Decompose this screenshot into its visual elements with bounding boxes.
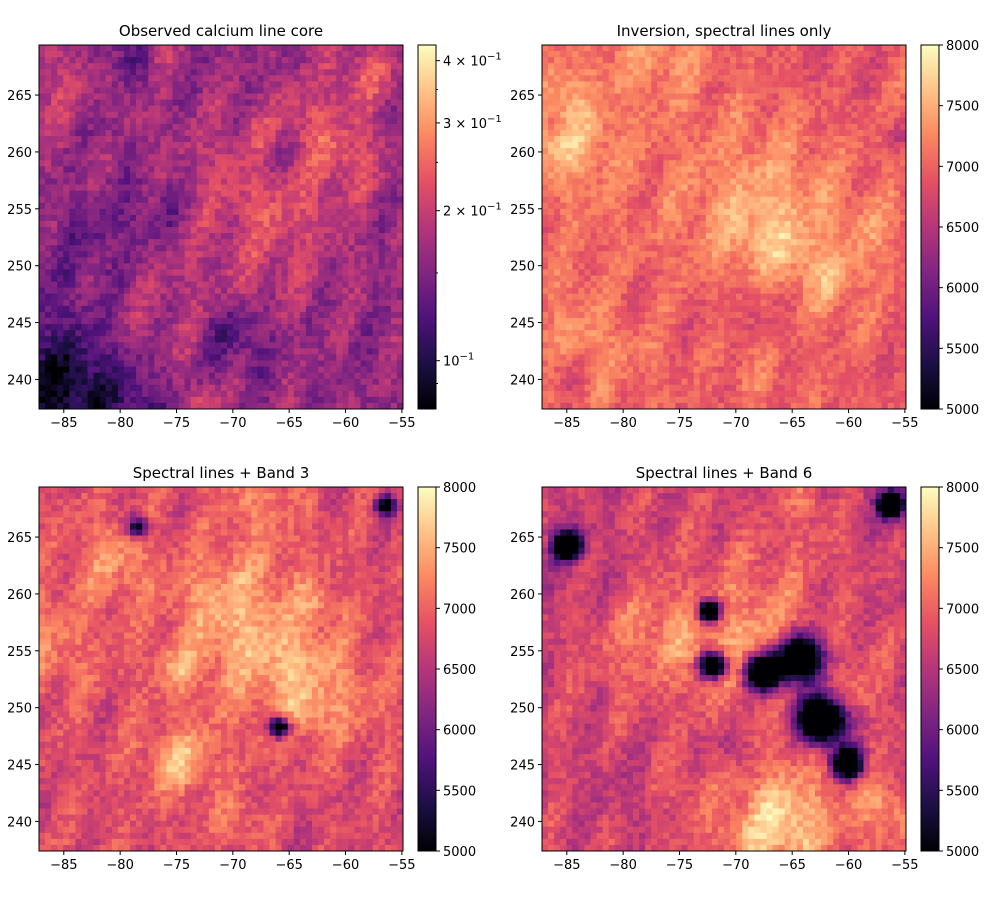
colorbar-tick-label: 8000: [946, 481, 979, 496]
x-tick-label: −75: [163, 416, 190, 431]
panel-2: Inversion, spectral lines only −85 −80 −75 −…: [510, 22, 979, 431]
panel-title: Spectral lines + Band 6: [636, 464, 813, 482]
colorbar-tick-label: 7500: [443, 542, 476, 557]
colorbar-tick-label: 8000: [946, 39, 979, 54]
heatmap-image: [542, 487, 906, 851]
x-tick-label: −85: [553, 858, 580, 873]
colorbar-tick-label: 7000: [443, 602, 476, 617]
x-tick-label: −60: [835, 858, 862, 873]
y-tick-label: 245: [510, 759, 535, 774]
colorbar-tick-label: 10−1: [443, 352, 474, 370]
x-tick-label: −65: [275, 858, 302, 873]
y-tick-label: 245: [510, 317, 535, 332]
heatmap-image: [39, 487, 403, 851]
colorbar-tick-label: 5500: [946, 342, 979, 357]
x-tick-label: −60: [332, 416, 359, 431]
y-tick-label: 240: [7, 373, 32, 388]
panel-3: Spectral lines + Band 3 −85 −80 −75 −70 −65 −6…: [7, 464, 476, 873]
x-tick-label: −85: [553, 416, 580, 431]
y-tick-label: 255: [510, 645, 535, 660]
y-tick-label: 250: [510, 702, 535, 717]
panel-4: Spectral lines + Band 6 −85 −80 −75 −70 −65 −6…: [510, 464, 979, 873]
x-tick-label: −60: [332, 858, 359, 873]
x-tick-label: −70: [219, 416, 246, 431]
colorbar-tick-label: 6000: [443, 724, 476, 739]
panel-title: Spectral lines + Band 3: [133, 464, 310, 482]
panel-title: Inversion, spectral lines only: [617, 22, 832, 40]
x-tick-label: −70: [722, 858, 749, 873]
x-tick-label: −70: [722, 416, 749, 431]
y-tick-label: 255: [510, 203, 535, 218]
y-tick-label: 260: [7, 588, 32, 603]
colorbar: [418, 45, 436, 409]
colorbar-tick-label: 7500: [946, 100, 979, 115]
colorbar: [418, 487, 436, 851]
panel-1: Observed calcium line core −85 −80 −75 −70 −6…: [7, 22, 502, 431]
y-tick-label: 250: [510, 260, 535, 275]
x-tick-label: −65: [778, 416, 805, 431]
y-tick-label: 260: [510, 588, 535, 603]
y-tick-label: 265: [510, 89, 535, 104]
colorbar-tick-label: 7000: [946, 160, 979, 175]
x-tick-label: −55: [388, 416, 415, 431]
x-tick-label: −75: [163, 858, 190, 873]
colorbar-tick-label: 5500: [443, 784, 476, 799]
colorbar-tick-label: 5000: [443, 845, 476, 860]
y-tick-label: 240: [510, 815, 535, 830]
x-tick-label: −85: [50, 858, 77, 873]
y-tick-label: 265: [510, 531, 535, 546]
x-tick-label: −75: [666, 416, 693, 431]
x-tick-label: −80: [106, 858, 133, 873]
panel-title: Observed calcium line core: [119, 22, 323, 40]
colorbar-tick-label: 6000: [946, 724, 979, 739]
colorbar-tick-label: 2 × 10−1: [443, 202, 502, 220]
x-tick-label: −55: [891, 416, 918, 431]
heatmap-image: [39, 45, 403, 409]
y-tick-label: 245: [7, 317, 32, 332]
x-tick-label: −55: [891, 858, 918, 873]
colorbar-tick-label: 6500: [946, 221, 979, 236]
x-tick-label: −60: [835, 416, 862, 431]
colorbar-tick-label: 5500: [946, 784, 979, 799]
colorbar-tick-label: 8000: [443, 481, 476, 496]
heatmap-image: [542, 45, 906, 409]
y-tick-label: 255: [7, 203, 32, 218]
y-tick-label: 265: [7, 531, 32, 546]
x-tick-label: −65: [778, 858, 805, 873]
y-tick-label: 250: [7, 260, 32, 275]
y-tick-label: 250: [7, 702, 32, 717]
colorbar-tick-label: 5000: [946, 845, 979, 860]
colorbar-tick-label: 6500: [443, 663, 476, 678]
x-tick-label: −65: [275, 416, 302, 431]
colorbar-tick-label: 4 × 10−1: [443, 52, 502, 70]
x-tick-label: −80: [609, 858, 636, 873]
x-tick-label: −75: [666, 858, 693, 873]
colorbar-tick-label: 3 × 10−1: [443, 114, 502, 132]
y-tick-label: 260: [510, 146, 535, 161]
colorbar-tick-label: 6000: [946, 282, 979, 297]
x-tick-label: −55: [388, 858, 415, 873]
x-tick-label: −80: [609, 416, 636, 431]
y-tick-label: 240: [7, 815, 32, 830]
y-tick-label: 255: [7, 645, 32, 660]
y-tick-label: 245: [7, 759, 32, 774]
colorbar-tick-label: 7000: [946, 602, 979, 617]
x-tick-label: −85: [50, 416, 77, 431]
x-tick-label: −80: [106, 416, 133, 431]
colorbar: [921, 45, 939, 409]
colorbar-tick-label: 6500: [946, 663, 979, 678]
colorbar-tick-label: 7500: [946, 542, 979, 557]
x-tick-label: −70: [219, 858, 246, 873]
colorbar-tick-label: 5000: [946, 403, 979, 418]
y-tick-label: 260: [7, 146, 32, 161]
colorbar: [921, 487, 939, 851]
y-tick-label: 240: [510, 373, 535, 388]
y-tick-label: 265: [7, 89, 32, 104]
